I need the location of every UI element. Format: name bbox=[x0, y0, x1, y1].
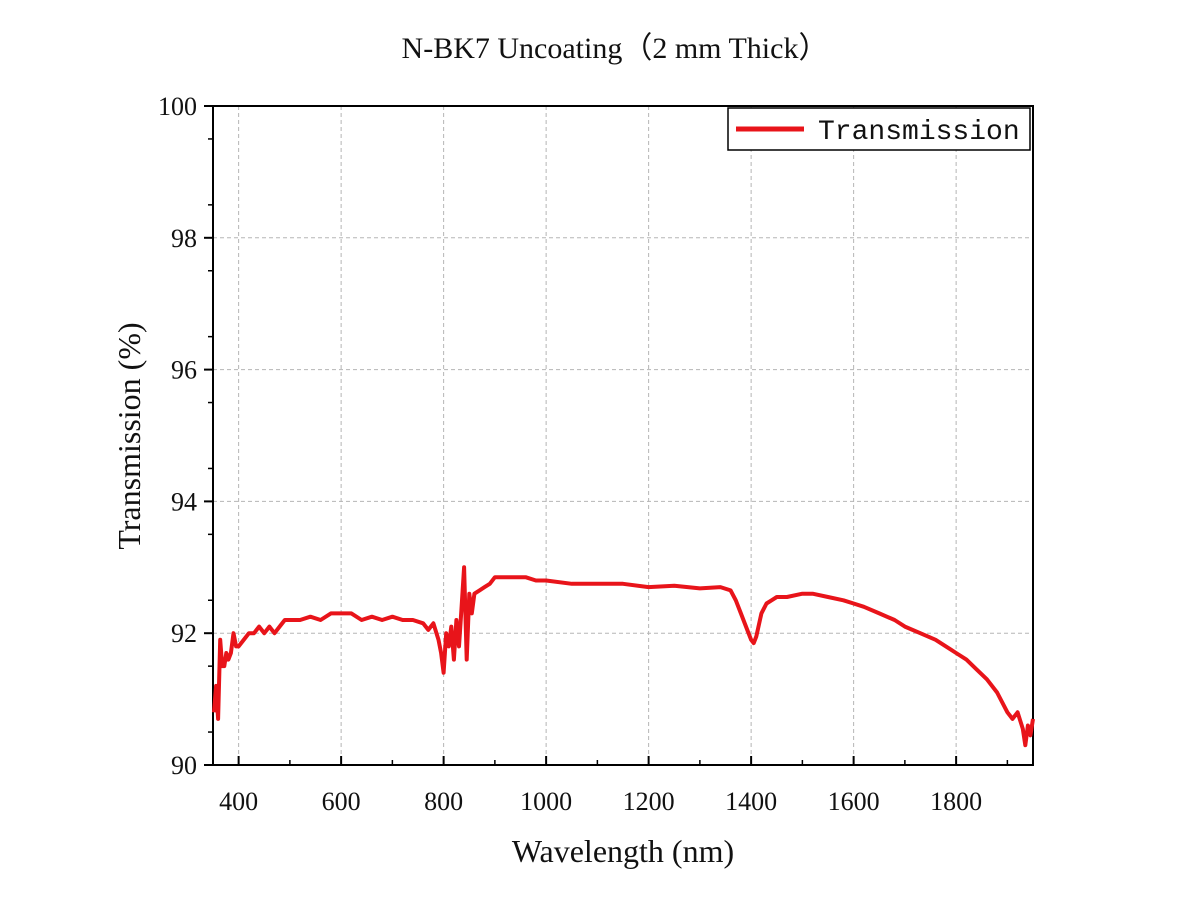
plot-frame bbox=[212, 105, 1034, 766]
x-tick-label: 1200 bbox=[623, 787, 675, 816]
y-tick-label: 90 bbox=[171, 751, 197, 780]
y-tick-label: 98 bbox=[171, 224, 197, 253]
y-tick-labels: 90 92 94 96 98 100 bbox=[158, 92, 197, 780]
y-tick-label: 100 bbox=[158, 92, 197, 121]
x-tick-label: 1400 bbox=[725, 787, 777, 816]
y-tick-label: 96 bbox=[171, 356, 197, 385]
y-axis-label: Transmission (%) bbox=[111, 322, 147, 549]
y-tick-label: 92 bbox=[171, 619, 197, 648]
chart-title: N-BK7 Uncoating（2 mm Thick） bbox=[402, 32, 829, 65]
x-tick-label: 1800 bbox=[930, 787, 982, 816]
y-tick-label: 94 bbox=[171, 487, 197, 516]
axis-ticks bbox=[204, 105, 1009, 766]
x-tick-labels: 400 600 800 1000 1200 1400 1600 1800 bbox=[219, 787, 982, 816]
x-tick-label: 1000 bbox=[520, 787, 572, 816]
x-tick-label: 400 bbox=[219, 787, 258, 816]
x-axis-label: Wavelength (nm) bbox=[512, 833, 734, 869]
legend: Transmission bbox=[727, 107, 1031, 151]
grid-lines bbox=[213, 106, 1033, 765]
x-tick-label: 1600 bbox=[828, 787, 880, 816]
transmission-series-line bbox=[212, 565, 1035, 748]
legend-entry-transmission: Transmission bbox=[818, 117, 1020, 148]
x-tick-label: 600 bbox=[322, 787, 361, 816]
x-tick-label: 800 bbox=[424, 787, 463, 816]
